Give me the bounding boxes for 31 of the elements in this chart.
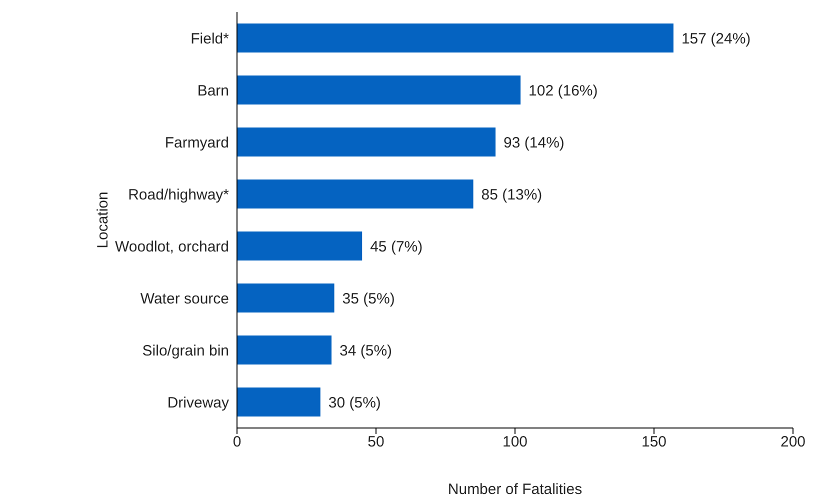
bar	[237, 127, 496, 156]
x-tick-label: 200	[780, 434, 806, 451]
x-axis-title: Number of Fatalities	[448, 481, 582, 498]
data-label: 30 (5%)	[328, 394, 381, 412]
y-axis-title: Location	[94, 192, 112, 248]
bar	[237, 335, 332, 364]
x-tick-label: 50	[368, 434, 384, 451]
bar	[237, 23, 674, 52]
bar	[237, 75, 521, 104]
y-tick-label: Barn	[197, 82, 229, 100]
data-label: 157 (24%)	[681, 30, 751, 48]
bar	[237, 231, 362, 260]
data-label: 34 (5%)	[340, 342, 392, 360]
y-tick-label: Woodlot, orchard	[115, 238, 229, 256]
y-tick-label: Field*	[190, 30, 230, 48]
y-tick-label: Farmyard	[164, 134, 229, 152]
x-tick-label: 100	[502, 434, 528, 451]
data-label: 93 (14%)	[504, 134, 564, 152]
bar	[237, 387, 320, 416]
data-label: 102 (16%)	[528, 82, 598, 100]
data-label: 85 (13%)	[481, 186, 542, 204]
y-tick-label: Driveway	[167, 394, 230, 412]
y-tick-label: Water source	[140, 290, 229, 308]
y-tick-label: Silo/grain bin	[142, 342, 229, 360]
y-tick-label: Road/highway*	[128, 186, 230, 204]
data-label: 45 (7%)	[370, 238, 423, 256]
bar	[237, 179, 474, 208]
data-label: 35 (5%)	[342, 290, 395, 308]
bar	[237, 283, 334, 312]
x-tick-label: 0	[232, 434, 242, 451]
x-tick-label: 150	[641, 434, 667, 451]
